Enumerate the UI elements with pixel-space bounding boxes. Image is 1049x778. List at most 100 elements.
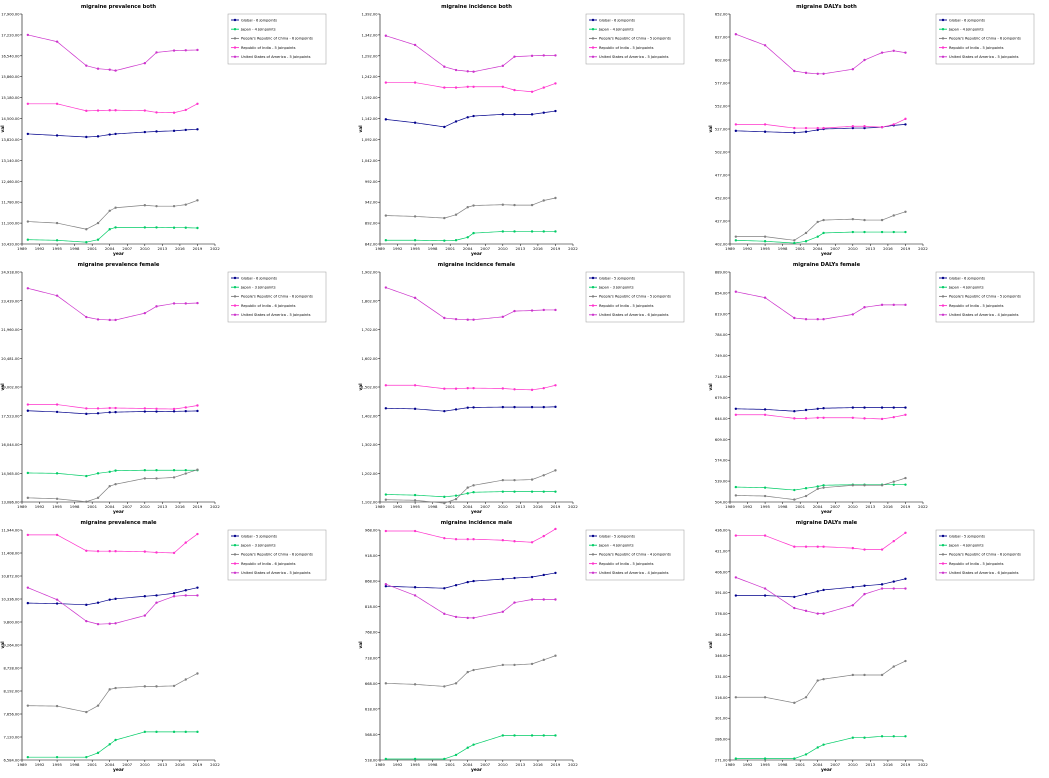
- legend-entry: Japan - 3 Joinpoints: [598, 286, 634, 290]
- data-point: [892, 580, 895, 583]
- data-point: [443, 86, 446, 89]
- x-tick-label: 1989: [17, 504, 27, 509]
- data-point: [172, 476, 176, 479]
- legend-box: [227, 271, 327, 323]
- data-point: [851, 68, 855, 71]
- y-tick-label: 504.00: [715, 501, 728, 505]
- data-point: [880, 303, 884, 307]
- legend-swatch-marker: [591, 553, 595, 556]
- x-tick-label: 1989: [17, 246, 27, 251]
- data-point: [413, 43, 417, 47]
- data-point: [501, 113, 505, 116]
- x-tick-label: 2019: [551, 246, 561, 251]
- data-point: [413, 493, 417, 497]
- data-point: [892, 230, 895, 234]
- data-point: [96, 135, 100, 138]
- legend-swatch-marker: [233, 295, 237, 298]
- data-point: [472, 85, 475, 88]
- y-tick-label: 20,481.00: [1, 357, 20, 361]
- data-point: [196, 586, 199, 589]
- series-line: [735, 414, 906, 420]
- data-point: [793, 498, 796, 501]
- data-point: [454, 317, 458, 321]
- series-line: [385, 82, 556, 93]
- legend-box: [935, 271, 1035, 323]
- data-point: [172, 684, 176, 688]
- y-tick-label: 1,202.00: [361, 472, 378, 476]
- data-point: [184, 409, 187, 413]
- x-tick-label: 2001: [445, 504, 455, 509]
- x-tick-label: 1995: [760, 762, 770, 767]
- x-tick-label: 2022: [918, 246, 928, 251]
- data-point: [443, 495, 446, 499]
- data-point: [892, 406, 895, 409]
- data-point: [863, 218, 866, 222]
- data-point: [454, 494, 458, 497]
- x-tick-label: 2010: [140, 504, 150, 509]
- y-axis-label: val: [0, 125, 6, 133]
- x-tick-label: 2019: [193, 504, 203, 509]
- x-tick-label: 1992: [743, 504, 753, 509]
- data-point: [816, 235, 819, 238]
- data-point: [96, 109, 100, 112]
- data-point: [155, 226, 158, 229]
- chart-title: migraine prevalence female: [78, 262, 160, 268]
- data-point: [763, 587, 767, 590]
- x-tick-label: 2001: [795, 246, 805, 251]
- x-tick-label: 2010: [498, 246, 508, 251]
- data-point: [55, 403, 59, 406]
- data-point: [384, 407, 388, 410]
- data-point: [734, 235, 738, 238]
- y-tick-label: 1,602.00: [361, 357, 378, 361]
- chart-panel: migraine DALYs female 504.00 539.00 574.00 6…: [708, 262, 1035, 515]
- data-point: [55, 704, 59, 708]
- legend-swatch-marker: [591, 544, 595, 547]
- x-tick-label: 1989: [375, 762, 385, 767]
- data-point: [155, 305, 158, 308]
- y-axis-label: val: [0, 383, 6, 391]
- data-point: [466, 236, 469, 239]
- data-point: [55, 40, 59, 43]
- data-point: [851, 313, 855, 316]
- legend-entry: Japan - 4 Joinpoints: [948, 544, 984, 548]
- data-point: [793, 701, 796, 705]
- data-point: [114, 109, 117, 112]
- data-point: [530, 203, 534, 207]
- data-point: [108, 109, 111, 112]
- x-tick-label: 2013: [866, 504, 876, 509]
- data-point: [763, 413, 767, 416]
- y-tick-label: 842.00: [365, 243, 378, 247]
- data-point: [554, 734, 557, 737]
- data-point: [184, 594, 187, 597]
- data-point: [880, 587, 884, 590]
- y-tick-label: 968.00: [365, 529, 378, 533]
- series-line: [735, 407, 906, 412]
- data-point: [822, 126, 825, 130]
- data-point: [554, 196, 557, 200]
- series-line: [735, 660, 906, 704]
- data-point: [108, 598, 111, 601]
- data-point: [554, 82, 557, 85]
- data-point: [184, 472, 187, 475]
- data-point: [172, 595, 176, 598]
- legend-swatch-marker: [941, 553, 945, 556]
- x-tick-label: 1998: [428, 246, 438, 251]
- data-point: [443, 685, 446, 688]
- data-point: [184, 541, 187, 544]
- data-point: [734, 494, 738, 497]
- data-point: [466, 85, 469, 88]
- data-point: [816, 220, 819, 224]
- data-point: [85, 500, 88, 503]
- data-point: [880, 484, 884, 487]
- data-point: [85, 109, 88, 113]
- data-point: [196, 404, 199, 407]
- x-tick-label: 2013: [516, 762, 526, 767]
- data-point: [734, 534, 738, 537]
- y-tick-label: 316.00: [715, 696, 728, 700]
- data-point: [554, 308, 557, 312]
- data-point: [472, 484, 475, 487]
- y-tick-label: 609.00: [715, 438, 728, 442]
- data-point: [863, 548, 866, 551]
- x-tick-label: 2010: [848, 762, 858, 767]
